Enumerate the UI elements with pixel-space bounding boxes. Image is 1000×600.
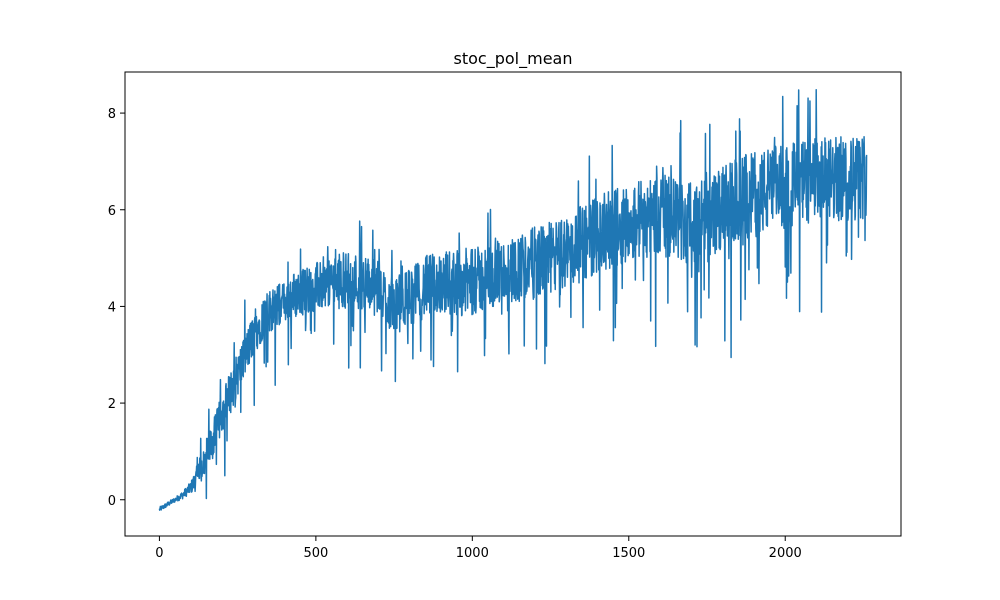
y-tick-label: 0 <box>108 494 116 509</box>
plot-area <box>158 89 868 511</box>
chart-title: stoc_pol_mean <box>454 49 573 69</box>
x-tick-label: 1000 <box>456 546 489 561</box>
series-line <box>158 89 868 511</box>
y-tick-label: 8 <box>108 107 116 122</box>
y-tick-label: 2 <box>108 397 116 412</box>
x-tick-label: 1500 <box>612 546 645 561</box>
axes-frame <box>124 71 902 537</box>
y-tick-label: 4 <box>108 300 116 315</box>
x-tick-label: 2000 <box>769 546 802 561</box>
x-tick-label: 0 <box>155 546 163 561</box>
x-tick-label: 500 <box>303 546 328 561</box>
axis-ticks: 0 500 1000 1500 2000 0 2 4 6 8 <box>108 107 802 561</box>
y-tick-label: 6 <box>108 204 116 219</box>
